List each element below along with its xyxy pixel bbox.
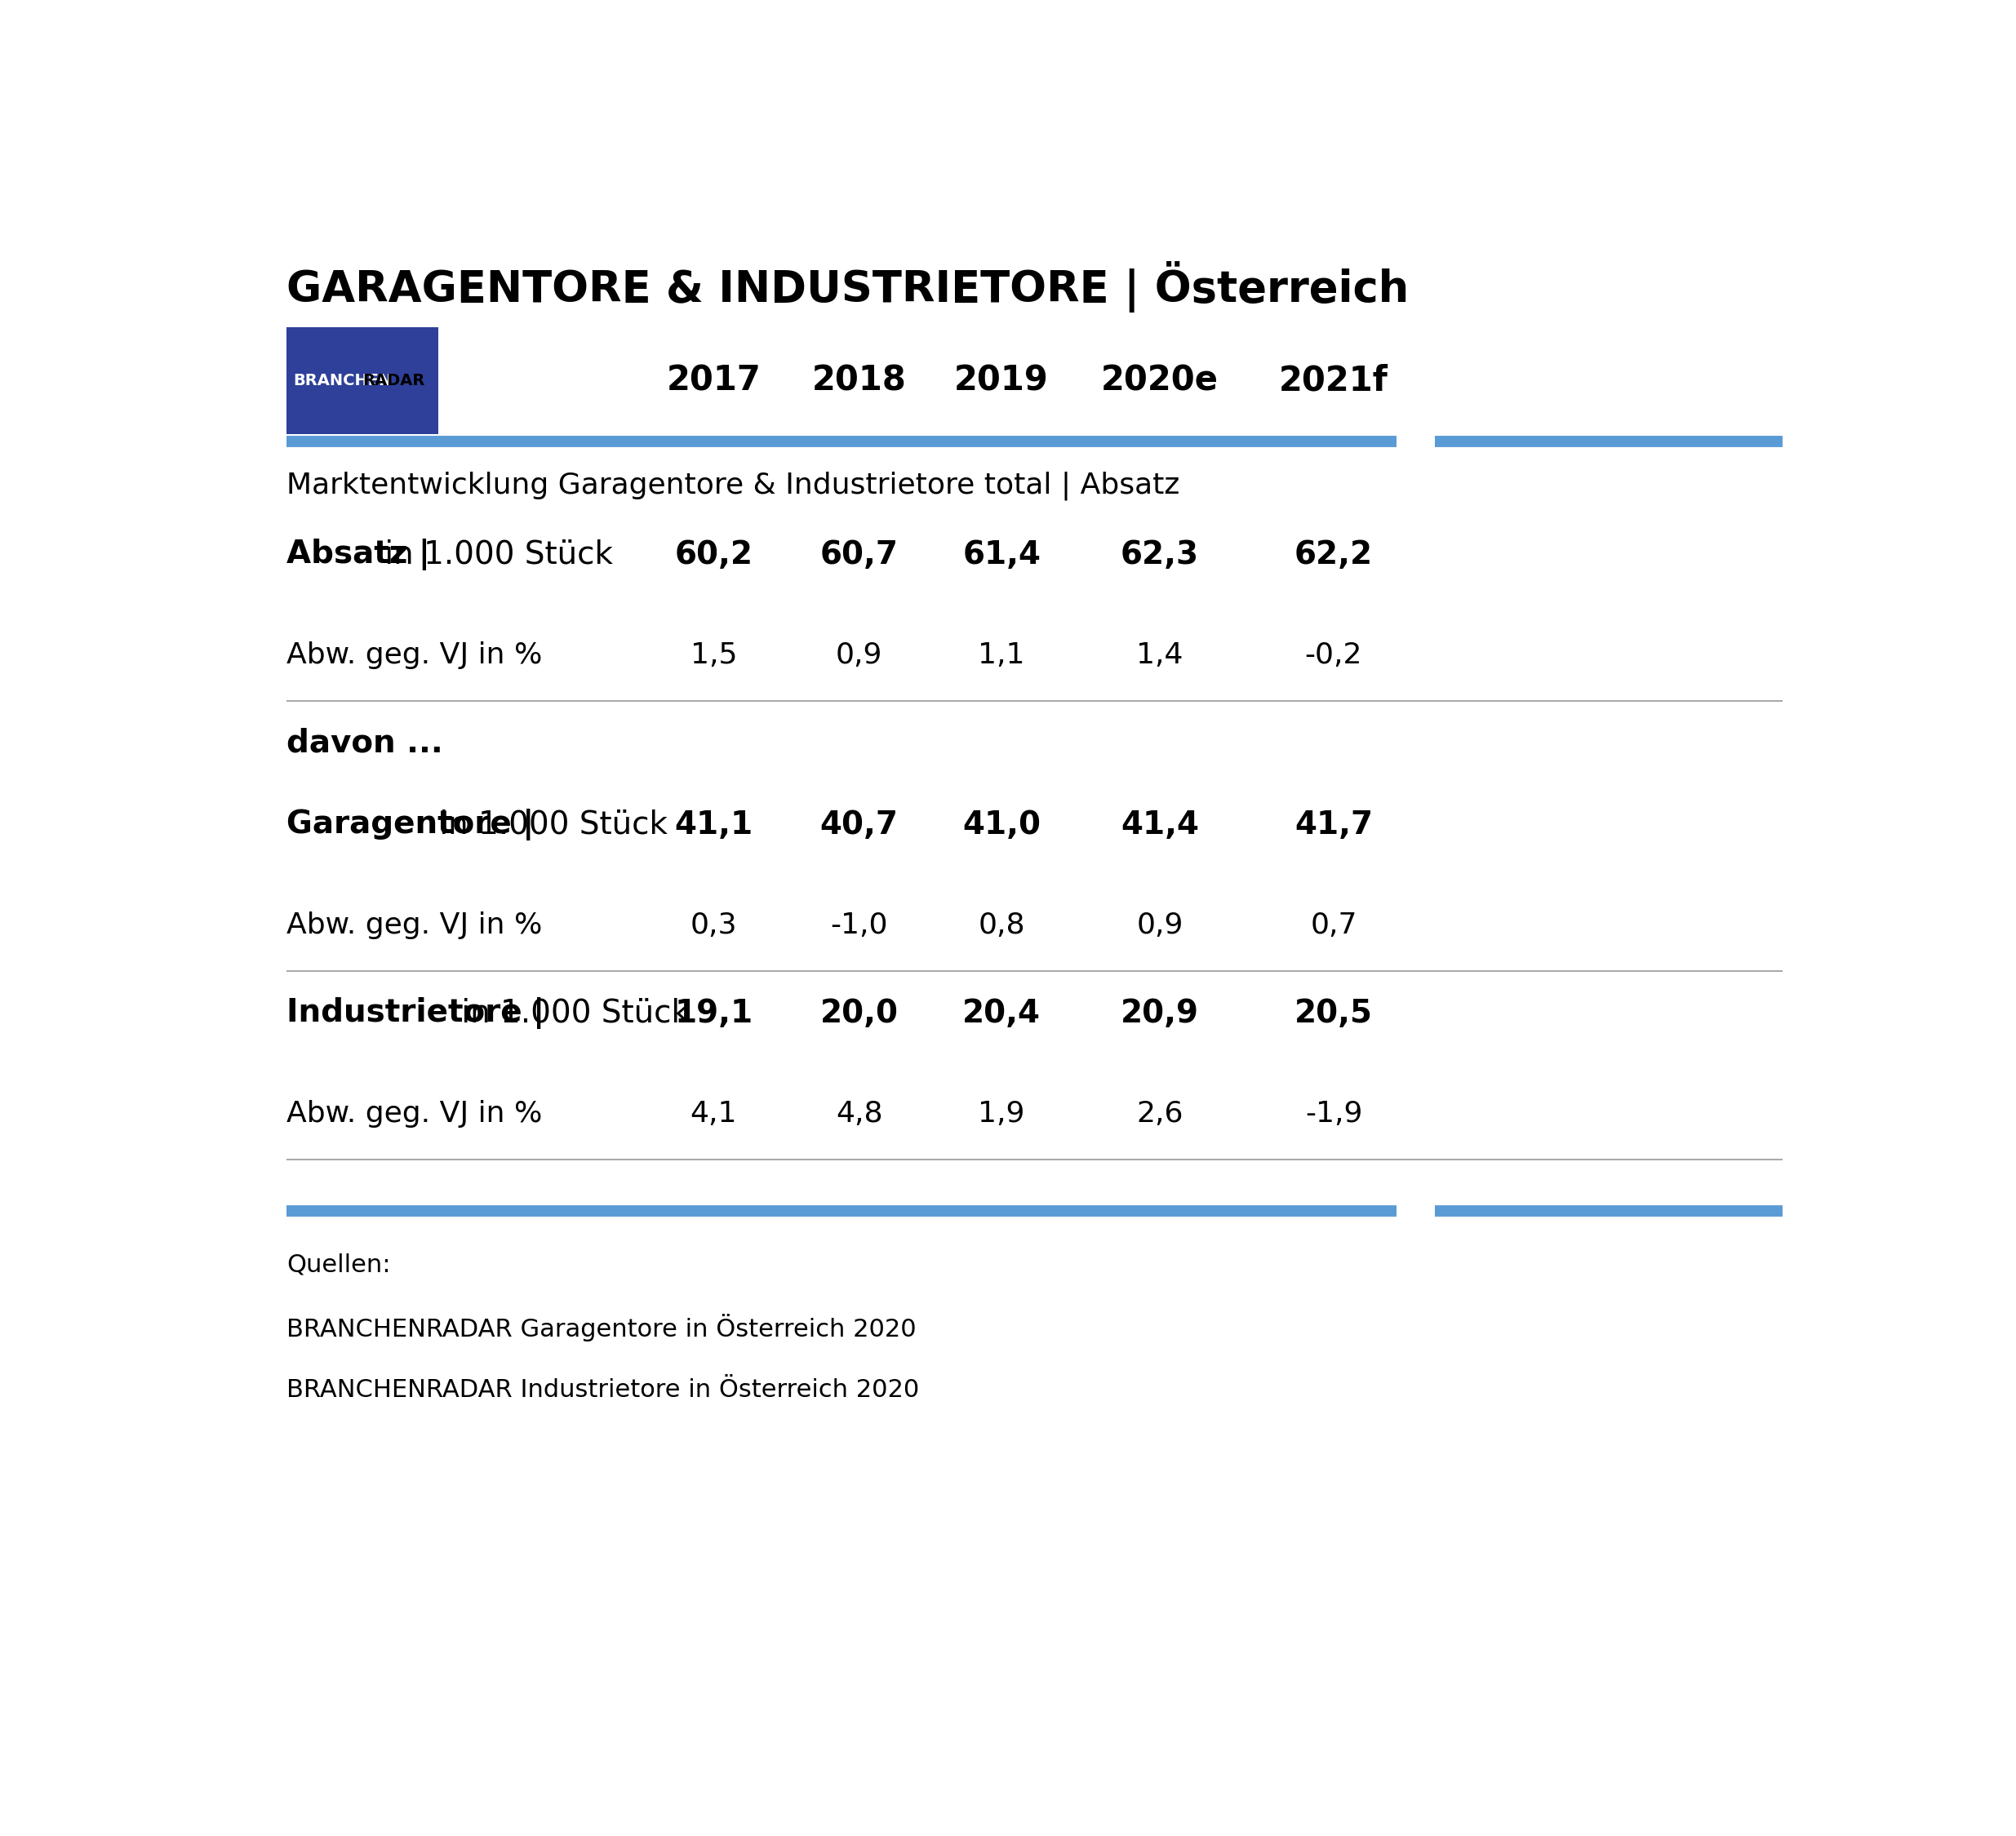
- Text: Abw. geg. VJ in %: Abw. geg. VJ in %: [286, 1100, 542, 1127]
- Text: -1,0: -1,0: [831, 911, 887, 940]
- Text: GARAGENTORE & INDUSTRIETORE | Österreich: GARAGENTORE & INDUSTRIETORE | Österreich: [286, 261, 1409, 312]
- Text: 20,4: 20,4: [962, 997, 1040, 1028]
- Text: 20,9: 20,9: [1121, 997, 1200, 1028]
- Text: 41,1: 41,1: [675, 810, 754, 841]
- Text: 2017: 2017: [667, 364, 762, 398]
- Text: 2,6: 2,6: [1137, 1100, 1183, 1127]
- Text: 60,2: 60,2: [675, 540, 752, 571]
- Text: Industrietore |: Industrietore |: [286, 997, 544, 1030]
- Text: BRANCHEN: BRANCHEN: [292, 373, 391, 387]
- Text: 62,2: 62,2: [1294, 540, 1373, 571]
- Text: in 1.000 Stück: in 1.000 Stück: [452, 997, 689, 1028]
- Text: 61,4: 61,4: [962, 540, 1040, 571]
- Text: 1,9: 1,9: [978, 1100, 1024, 1127]
- Text: 4,1: 4,1: [689, 1100, 738, 1127]
- Text: 20,0: 20,0: [821, 997, 899, 1028]
- Text: 19,1: 19,1: [675, 997, 754, 1028]
- Text: Abw. geg. VJ in %: Abw. geg. VJ in %: [286, 911, 542, 940]
- Text: 40,7: 40,7: [821, 810, 899, 841]
- Text: 62,3: 62,3: [1121, 540, 1200, 571]
- Text: 1,1: 1,1: [978, 641, 1024, 668]
- Text: 0,9: 0,9: [1137, 911, 1183, 940]
- Text: -1,9: -1,9: [1304, 1100, 1363, 1127]
- Text: Marktentwicklung Garagentore & Industrietore total | Absatz: Marktentwicklung Garagentore & Industrie…: [286, 472, 1179, 499]
- Text: RADAR: RADAR: [363, 373, 425, 387]
- Text: Abw. geg. VJ in %: Abw. geg. VJ in %: [286, 641, 542, 668]
- Text: 20,5: 20,5: [1294, 997, 1373, 1028]
- Text: 0,9: 0,9: [837, 641, 883, 668]
- Text: BRANCHENRADAR Industrietore in Österreich 2020: BRANCHENRADAR Industrietore in Österreic…: [286, 1379, 919, 1403]
- Text: 60,7: 60,7: [821, 540, 899, 571]
- Text: 0,3: 0,3: [689, 911, 738, 940]
- Text: 41,4: 41,4: [1121, 810, 1200, 841]
- Text: 2020e: 2020e: [1101, 364, 1218, 398]
- Text: 0,8: 0,8: [978, 911, 1024, 940]
- Text: davon ...: davon ...: [286, 727, 444, 758]
- Text: -0,2: -0,2: [1304, 641, 1363, 668]
- Text: in 1.000 Stück: in 1.000 Stück: [375, 540, 613, 571]
- Text: 4,8: 4,8: [837, 1100, 883, 1127]
- Text: 2018: 2018: [812, 364, 907, 398]
- Text: 2019: 2019: [954, 364, 1048, 398]
- Text: in 1.000 Stück: in 1.000 Stück: [429, 810, 667, 841]
- Bar: [286, 327, 439, 433]
- Text: Quellen:: Quellen:: [286, 1252, 391, 1276]
- Text: 41,0: 41,0: [962, 810, 1040, 841]
- Text: 41,7: 41,7: [1294, 810, 1373, 841]
- Text: 1,4: 1,4: [1137, 641, 1183, 668]
- Text: 2021f: 2021f: [1278, 364, 1389, 398]
- Text: Absatz |: Absatz |: [286, 538, 431, 571]
- Text: Garagentore |: Garagentore |: [286, 810, 534, 841]
- Text: 0,7: 0,7: [1310, 911, 1357, 940]
- Text: BRANCHENRADAR: BRANCHENRADAR: [306, 364, 431, 375]
- Text: 1,5: 1,5: [689, 641, 738, 668]
- Text: BRANCHENRADAR Garagentore in Österreich 2020: BRANCHENRADAR Garagentore in Österreich …: [286, 1313, 917, 1342]
